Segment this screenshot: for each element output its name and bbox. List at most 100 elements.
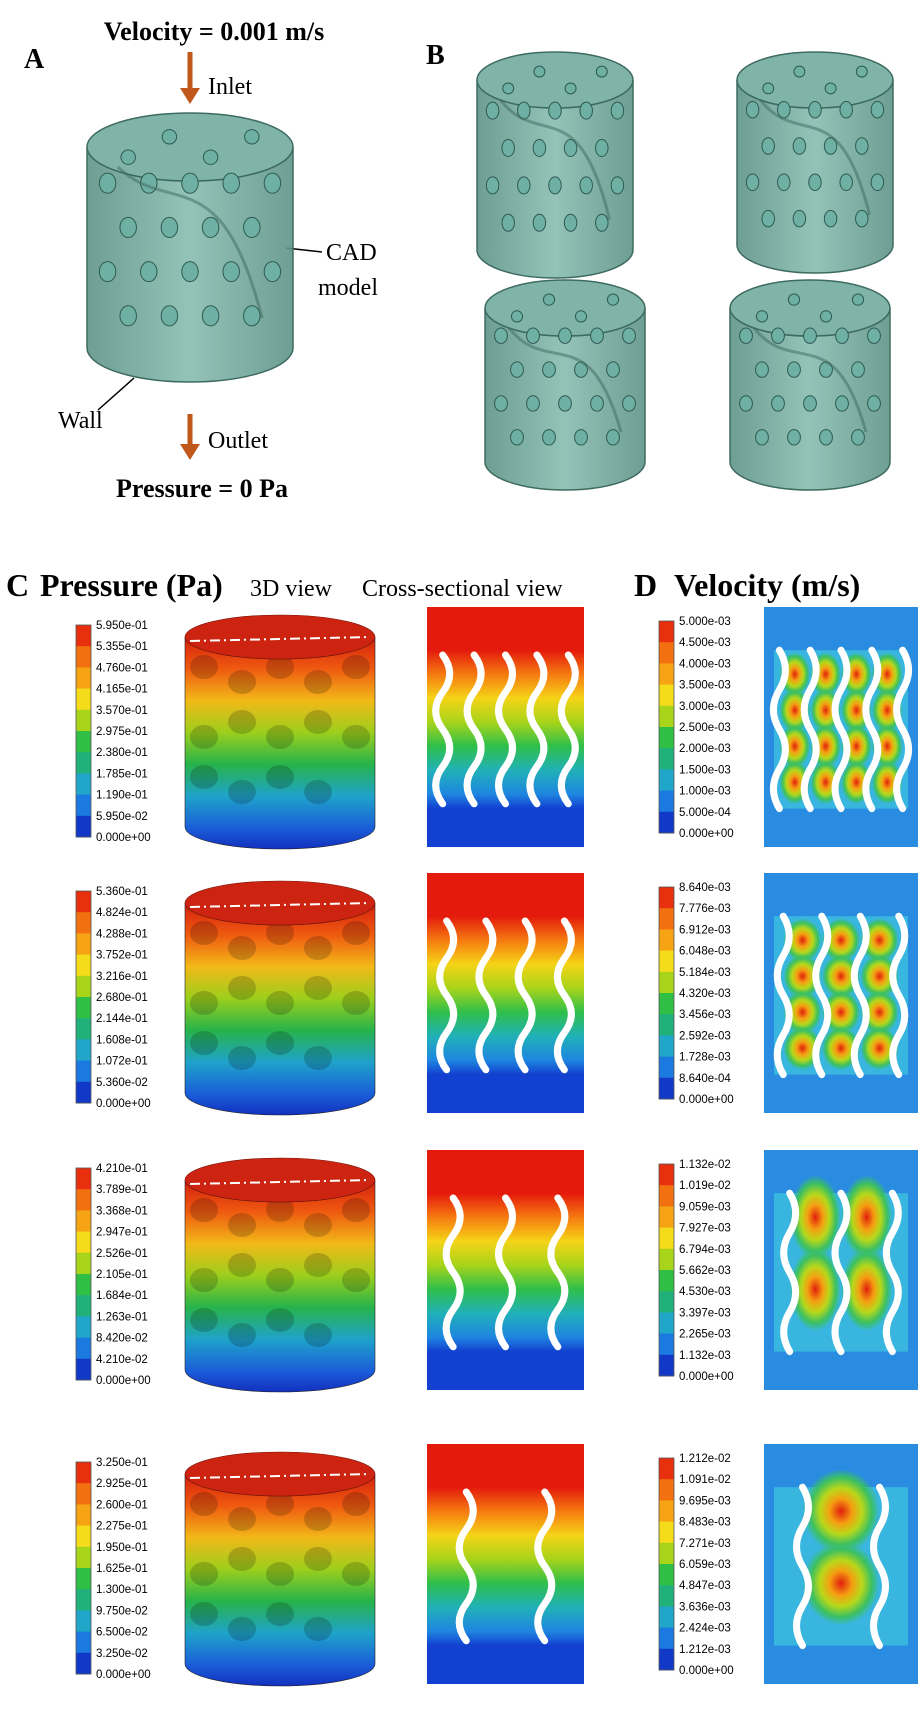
cad-label: CAD [326, 240, 377, 266]
colorbar-label: 0.000e+00 [679, 1094, 734, 1106]
colorbar-segment [76, 816, 91, 838]
pore [120, 306, 136, 326]
pore [342, 1492, 370, 1516]
pore [304, 936, 332, 960]
pore [856, 66, 867, 77]
pore [793, 138, 805, 155]
colorbar-label: 1.625e-01 [96, 1563, 148, 1575]
colorbar-segment [659, 1270, 674, 1292]
pore [575, 311, 586, 322]
pore [304, 670, 332, 694]
pore [244, 217, 260, 237]
pore [804, 396, 817, 411]
pore [190, 1031, 218, 1055]
colorbar-segment [659, 1585, 674, 1607]
colorbar-segment [659, 1014, 674, 1036]
colorbar-label: 4.530e-03 [679, 1286, 731, 1298]
pore [788, 294, 799, 305]
pore [559, 328, 572, 343]
pore [788, 430, 801, 445]
pore [99, 173, 115, 193]
colorbar-label: 5.355e-01 [96, 641, 148, 653]
colorbar-segment [659, 1564, 674, 1586]
pore [527, 396, 540, 411]
colorbar-segment [659, 727, 674, 749]
colorbar-label: 1.300e-01 [96, 1584, 148, 1596]
colorbar-segment [76, 1632, 91, 1654]
pore [809, 174, 821, 191]
colorbar-segment [659, 706, 674, 728]
colorbar-segment [76, 1610, 91, 1632]
pore [820, 311, 831, 322]
pore [518, 177, 530, 194]
colorbar-label: 9.750e-02 [96, 1605, 148, 1617]
pore [836, 328, 849, 343]
pore [486, 102, 498, 119]
pore [228, 1213, 256, 1237]
colorbar-segment [659, 1628, 674, 1650]
colorbar-label: 1.072e-01 [96, 1056, 148, 1068]
pore [266, 1308, 294, 1332]
pore [486, 177, 498, 194]
pore [502, 214, 514, 231]
pore [228, 1253, 256, 1277]
pore [244, 306, 260, 326]
pore [190, 921, 218, 945]
colorbar-segment [76, 997, 91, 1019]
pore [228, 670, 256, 694]
colorbar-segment [659, 791, 674, 813]
pore [852, 294, 863, 305]
colorbar-segment [659, 748, 674, 770]
cad-top [87, 113, 293, 181]
colorbar-label: 5.950e-02 [96, 811, 148, 823]
colorbar-segment [659, 621, 674, 643]
colorbar-segment [76, 1082, 91, 1104]
colorbar-segment [76, 752, 91, 774]
pore [228, 936, 256, 960]
colorbar-label: 4.288e-01 [96, 928, 148, 940]
pore [228, 780, 256, 804]
pore [756, 311, 767, 322]
colorbar-label: 1.000e-03 [679, 786, 731, 798]
pore [264, 173, 280, 193]
pore [772, 328, 785, 343]
colorbar-label: 2.424e-03 [679, 1623, 731, 1635]
colorbar-segment [76, 1526, 91, 1548]
pore [266, 1602, 294, 1626]
pore [228, 1617, 256, 1641]
inlet-arrow-head [180, 88, 200, 104]
pore [596, 214, 608, 231]
pore [565, 83, 576, 94]
pore [228, 1547, 256, 1571]
pressure-top [185, 1158, 375, 1202]
panel-label: A [24, 44, 45, 75]
pore [746, 101, 758, 118]
colorbar-label: 9.695e-03 [679, 1495, 731, 1507]
colorbar-label: 1.263e-01 [96, 1311, 148, 1323]
pore [607, 294, 618, 305]
colorbar-segment [659, 929, 674, 951]
pore [871, 174, 883, 191]
pore [762, 210, 774, 227]
colorbar-label: 3.456e-03 [679, 1009, 731, 1021]
colorbar-label: 7.927e-03 [679, 1223, 731, 1235]
pore [511, 362, 524, 377]
pore [511, 430, 524, 445]
colorbar-label: 5.662e-03 [679, 1265, 731, 1277]
colorbar-segment [76, 1338, 91, 1360]
colorbar-label: 1.728e-03 [679, 1052, 731, 1064]
pore [534, 66, 545, 77]
colorbar-label: 1.212e-03 [679, 1644, 731, 1656]
colorbar-label: 5.000e-04 [679, 807, 731, 819]
colorbar-label: 6.794e-03 [679, 1244, 731, 1256]
colorbar-segment [659, 642, 674, 664]
pore [611, 177, 623, 194]
pore [304, 1046, 332, 1070]
colorbar-segment [76, 1253, 91, 1275]
pore [824, 210, 836, 227]
pore [266, 1562, 294, 1586]
velocity-section [764, 1444, 918, 1684]
colorbar-label: 2.500e-03 [679, 722, 731, 734]
colorbar-segment [659, 1334, 674, 1356]
colorbar-segment [659, 685, 674, 707]
